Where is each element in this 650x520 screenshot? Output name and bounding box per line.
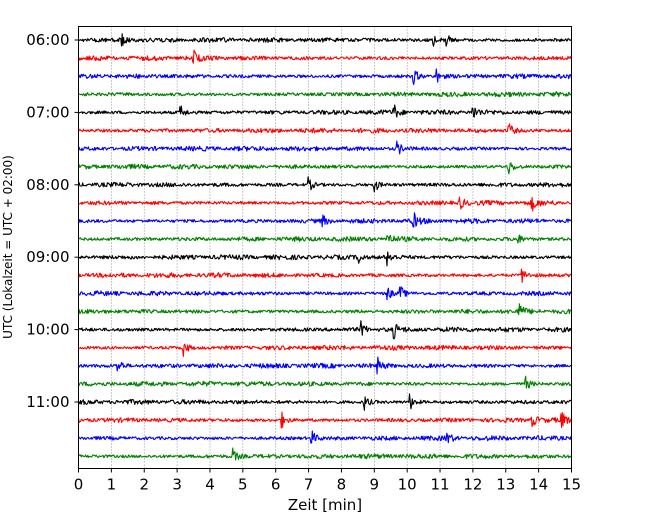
seismic-trace-1015 bbox=[78, 343, 573, 357]
x-tick-label: 6 bbox=[271, 476, 281, 494]
x-tick-label: 3 bbox=[172, 476, 182, 494]
y-axis-ticks: 06:00 07:00 08:00 09:00 10:00 11:00 bbox=[26, 31, 79, 411]
x-axis-title: Zeit [min] bbox=[288, 496, 362, 514]
seismic-trace-1145 bbox=[78, 447, 572, 461]
seismic-trace-0645 bbox=[78, 91, 572, 98]
seismic-trace-0745 bbox=[78, 162, 573, 175]
x-tick-label: 7 bbox=[304, 476, 314, 494]
x-tick-label: 5 bbox=[238, 476, 248, 494]
x-tick-label: 9 bbox=[370, 476, 380, 494]
x-tick-label: 0 bbox=[74, 476, 84, 494]
seismic-traces bbox=[77, 33, 573, 461]
x-tick-label: 2 bbox=[139, 476, 149, 494]
x-tick-label: 8 bbox=[337, 476, 347, 494]
seismic-trace-1115 bbox=[77, 411, 573, 429]
seismic-trace-1000 bbox=[78, 320, 572, 340]
y-axis-title: UTC (Lokalzeit = UTC + 02:00) bbox=[1, 155, 15, 339]
y-tick-label: 06:00 bbox=[26, 31, 69, 49]
x-tick-label: 1 bbox=[107, 476, 117, 494]
x-tick-label: 14 bbox=[529, 476, 548, 494]
plot-frame bbox=[78, 26, 572, 469]
seismic-trace-0900 bbox=[78, 251, 572, 267]
seismic-trace-0630 bbox=[78, 68, 573, 86]
seismic-trace-0815 bbox=[78, 196, 572, 212]
x-tick-label: 13 bbox=[496, 476, 515, 494]
y-tick-label: 09:00 bbox=[26, 248, 69, 266]
seismic-trace-0930 bbox=[78, 286, 572, 301]
seismic-trace-0830 bbox=[78, 212, 572, 228]
x-tick-label: 4 bbox=[205, 476, 215, 494]
seismic-trace-0600 bbox=[78, 33, 572, 47]
seismic-trace-1045 bbox=[78, 375, 572, 389]
x-tick-label: 11 bbox=[430, 476, 449, 494]
seismic-trace-1130 bbox=[78, 430, 573, 444]
seismic-trace-0915 bbox=[78, 268, 572, 284]
seismic-trace-0800 bbox=[78, 176, 572, 193]
seismic-trace-0700 bbox=[78, 104, 572, 118]
seismic-trace-0615 bbox=[77, 49, 573, 64]
seismic-trace-1030 bbox=[77, 356, 572, 375]
y-tick-label: 11:00 bbox=[26, 393, 69, 411]
x-tick-label: 15 bbox=[562, 476, 581, 494]
x-axis-ticks: 0 1 2 3 4 5 6 7 8 9 10 11 12 13 14 15 bbox=[74, 468, 581, 494]
seismic-trace-0945 bbox=[77, 303, 572, 316]
y-tick-label: 08:00 bbox=[26, 176, 69, 194]
x-tick-label: 10 bbox=[398, 476, 417, 494]
seismic-trace-0845 bbox=[78, 234, 573, 244]
x-tick-label: 12 bbox=[463, 476, 482, 494]
seismic-trace-0730 bbox=[78, 140, 572, 155]
y-tick-label: 07:00 bbox=[26, 103, 69, 121]
seismic-trace-1100 bbox=[78, 393, 572, 411]
y-tick-label: 10:00 bbox=[26, 321, 69, 339]
seismic-trace-0715 bbox=[78, 123, 572, 134]
